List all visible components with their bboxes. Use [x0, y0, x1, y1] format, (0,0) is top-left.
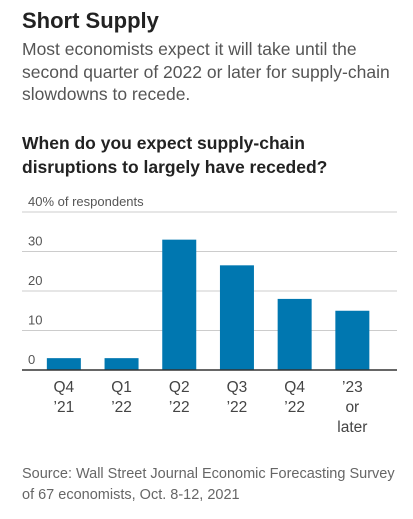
bar: [104, 358, 139, 370]
y-tick-label: 10: [28, 313, 42, 328]
y-tick-label: 0: [28, 352, 35, 367]
bar: [335, 310, 370, 370]
x-tick-label: Q4’21: [54, 379, 75, 416]
gridlines: 0 10 20 30 40% of respondents: [22, 194, 397, 367]
x-tick-label-line: or: [345, 399, 359, 416]
x-tick-label-line: Q1: [111, 379, 132, 396]
x-tick-label-line: later: [337, 419, 367, 436]
bars: [46, 239, 370, 370]
chart-subtitle: Most economists expect it will take unti…: [22, 39, 390, 104]
x-tick-label-line: ’23: [342, 379, 363, 396]
y-tick-label: 40% of respondents: [28, 194, 144, 209]
x-tick-label-line: Q4: [54, 379, 75, 396]
bar: [277, 298, 312, 370]
x-tick-label: Q4’22: [284, 379, 305, 416]
x-tick-label: Q2’22: [169, 379, 190, 416]
x-tick-label-line: Q3: [227, 379, 248, 396]
chart-title: Short Supply: [22, 8, 159, 33]
x-tick-label-line: Q2: [169, 379, 190, 396]
x-tick-label-line: ’22: [284, 399, 305, 416]
x-tick-label-line: ’22: [111, 399, 132, 416]
bar: [219, 265, 254, 370]
bar: [46, 358, 81, 370]
x-tick-label: ’23 or later: [337, 379, 367, 436]
x-tick-label: Q3’22: [227, 379, 248, 416]
x-tick-label-line: Q4: [284, 379, 305, 396]
bar: [162, 239, 197, 370]
x-tick-label-line: ’21: [54, 399, 75, 416]
x-tick-label-line: ’22: [227, 399, 248, 416]
y-tick-label: 20: [28, 273, 42, 288]
chart-question: When do you expect supply-chain disrupti…: [22, 133, 328, 177]
y-tick-label: 30: [28, 234, 42, 249]
x-tick-label: Q1’22: [111, 379, 132, 416]
x-tick-label-line: ’22: [169, 399, 190, 416]
source-note: Source: Wall Street Journal Economic For…: [22, 466, 395, 503]
